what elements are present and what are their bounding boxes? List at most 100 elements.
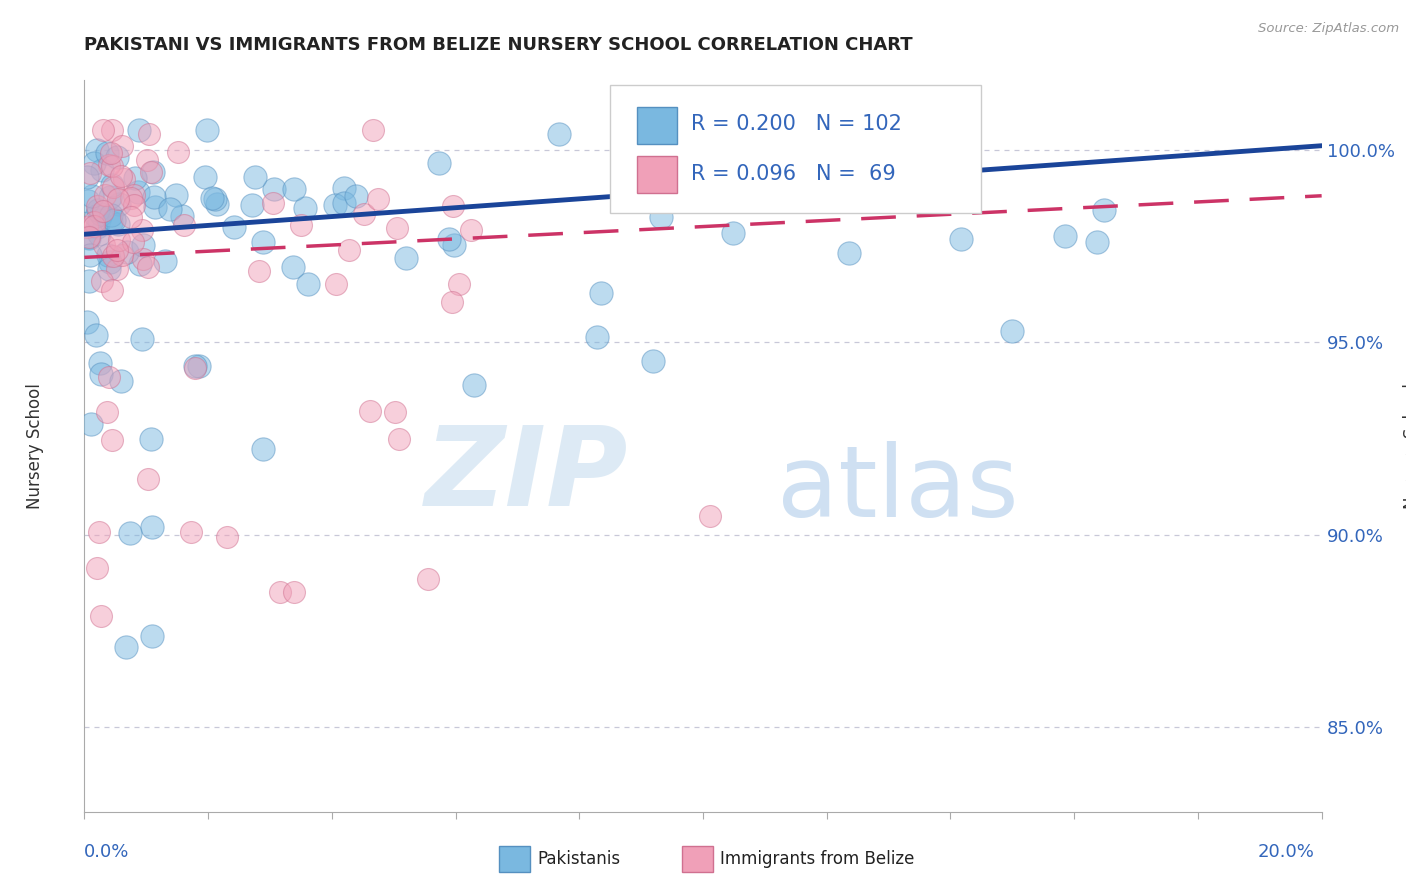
Point bbox=[439, 232, 461, 246]
Point bbox=[1085, 235, 1108, 249]
Point bbox=[128, 123, 150, 137]
Point bbox=[77, 194, 100, 208]
Point bbox=[101, 159, 124, 173]
Text: 0.0%: 0.0% bbox=[84, 843, 129, 861]
Point bbox=[184, 361, 207, 376]
Point bbox=[98, 370, 121, 384]
Point bbox=[108, 233, 131, 247]
Point bbox=[333, 180, 356, 194]
Point bbox=[269, 584, 291, 599]
Point bbox=[201, 191, 224, 205]
Point bbox=[388, 432, 411, 446]
Text: Nursery School: Nursery School bbox=[27, 383, 44, 509]
Point bbox=[167, 145, 190, 160]
Point bbox=[86, 199, 108, 213]
Point bbox=[110, 169, 132, 183]
Point bbox=[112, 171, 135, 186]
Point bbox=[173, 218, 195, 232]
Point bbox=[136, 260, 159, 275]
Point bbox=[100, 208, 122, 222]
Point bbox=[93, 237, 115, 252]
Point bbox=[650, 210, 672, 224]
Point bbox=[117, 245, 139, 260]
Point bbox=[262, 196, 284, 211]
Point bbox=[91, 123, 114, 137]
Point bbox=[344, 189, 367, 203]
Point bbox=[222, 219, 245, 234]
Point bbox=[1092, 203, 1115, 218]
Point bbox=[838, 246, 860, 260]
Point bbox=[136, 472, 159, 486]
Point bbox=[297, 277, 319, 291]
Point bbox=[141, 520, 163, 534]
FancyBboxPatch shape bbox=[610, 86, 981, 213]
Point bbox=[337, 244, 360, 258]
Point bbox=[122, 197, 145, 211]
Point bbox=[463, 378, 485, 392]
Point bbox=[80, 188, 103, 202]
Point bbox=[441, 295, 464, 310]
Point bbox=[187, 359, 209, 374]
Point bbox=[77, 231, 100, 245]
Text: R = 0.200   N = 102: R = 0.200 N = 102 bbox=[690, 114, 901, 134]
Point bbox=[101, 433, 124, 447]
Text: Source: ZipAtlas.com: Source: ZipAtlas.com bbox=[1258, 22, 1399, 36]
Point bbox=[294, 202, 316, 216]
Point bbox=[384, 405, 406, 419]
Point bbox=[460, 223, 482, 237]
Point bbox=[165, 187, 187, 202]
Point bbox=[89, 213, 111, 227]
Text: Pakistanis: Pakistanis bbox=[537, 850, 620, 868]
Point bbox=[159, 202, 181, 216]
Point bbox=[245, 169, 267, 184]
Point bbox=[83, 215, 105, 229]
Point bbox=[441, 199, 464, 213]
Point bbox=[395, 251, 418, 265]
Point bbox=[115, 640, 138, 655]
Point bbox=[142, 190, 165, 204]
FancyBboxPatch shape bbox=[637, 107, 678, 144]
Point bbox=[90, 367, 112, 381]
Point bbox=[98, 190, 121, 204]
Point bbox=[97, 262, 120, 277]
Point bbox=[204, 192, 226, 206]
Point bbox=[138, 127, 160, 141]
Point bbox=[107, 192, 129, 206]
Point bbox=[1053, 229, 1076, 244]
Point bbox=[83, 219, 105, 233]
Point bbox=[105, 261, 128, 276]
Point bbox=[1001, 324, 1024, 338]
Point bbox=[87, 525, 110, 540]
Point bbox=[89, 227, 111, 242]
Point bbox=[332, 196, 354, 211]
Point bbox=[91, 163, 114, 178]
FancyBboxPatch shape bbox=[637, 156, 678, 193]
Point bbox=[79, 166, 101, 180]
Point bbox=[263, 182, 285, 196]
Point bbox=[283, 182, 305, 196]
Point bbox=[105, 243, 128, 257]
Point bbox=[671, 185, 693, 199]
Point bbox=[950, 232, 973, 246]
Point bbox=[153, 254, 176, 268]
Point bbox=[443, 237, 465, 252]
Point bbox=[86, 220, 108, 235]
Point bbox=[738, 191, 761, 205]
Point bbox=[323, 198, 346, 212]
Text: ZIP: ZIP bbox=[425, 422, 628, 529]
Point bbox=[195, 123, 218, 137]
Point bbox=[427, 155, 450, 169]
Point bbox=[89, 356, 111, 370]
Point bbox=[184, 359, 207, 374]
Point bbox=[641, 353, 664, 368]
Point bbox=[86, 561, 108, 575]
Point bbox=[96, 405, 118, 419]
Point bbox=[83, 156, 105, 170]
Point bbox=[172, 209, 194, 223]
Point bbox=[94, 187, 117, 202]
Point bbox=[118, 525, 141, 540]
Point bbox=[547, 128, 569, 142]
Point bbox=[385, 221, 408, 235]
Point bbox=[128, 257, 150, 271]
Point bbox=[120, 210, 142, 224]
